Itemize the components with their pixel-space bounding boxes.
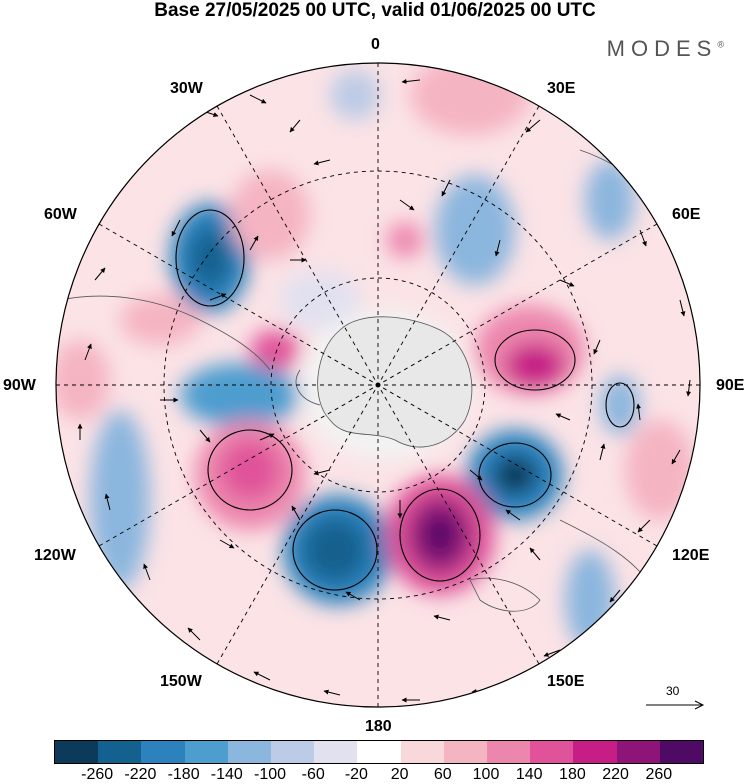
colorbar-bin [530, 741, 574, 763]
colorbar-bin [357, 741, 401, 763]
lon-label-150w: 150W [160, 673, 202, 690]
lon-label-120w: 120W [34, 547, 76, 564]
brand-mark: ® [717, 39, 724, 50]
colorbar-tick-label: 60 [433, 766, 452, 783]
anomaly-low-90w [180, 363, 300, 427]
map-border [55, 62, 701, 708]
colorbar-bin [184, 741, 228, 763]
colorbar-tick-label: 140 [515, 766, 543, 783]
colorbar-tick-label: -140 [210, 766, 243, 783]
colorbar-bin [227, 741, 272, 763]
colorbar-bin [98, 741, 142, 763]
lon-label-30w: 30W [170, 80, 203, 97]
colorbar-bin [659, 741, 704, 763]
colorbar-tick-label: -100 [253, 766, 287, 783]
colorbar-bin [487, 741, 531, 763]
contours [175, 209, 635, 591]
pole-marker [375, 382, 381, 388]
colorbar-tick-label: 20 [390, 766, 409, 783]
colorbar-tick-label: 260 [645, 766, 673, 783]
colorbar-tick-label: 220 [602, 766, 629, 783]
colorbar-tick-label: -180 [167, 766, 200, 783]
lon-label-0: 0 [371, 36, 380, 53]
colorbar-tick-label: -260 [81, 766, 114, 783]
colorbar-tick-label: -220 [124, 766, 157, 783]
colorbar-bin [400, 741, 444, 763]
colorbar-tick-label: -60 [301, 766, 325, 783]
reference-vector-value: 30 [666, 684, 680, 698]
lon-label-30e: 30E [547, 80, 576, 97]
colorbar-bin [616, 741, 660, 763]
lon-label-180: 180 [365, 718, 392, 735]
colorbar-bin [141, 741, 185, 763]
colorbar-tick-label: -20 [344, 766, 368, 783]
colorbar-bin [573, 741, 617, 763]
lon-label-60e: 60E [672, 206, 701, 223]
lon-label-120e: 120E [672, 547, 710, 564]
anomaly-field [56, 63, 700, 707]
colorbar-bin [443, 741, 488, 763]
anomaly-low-110w [90, 410, 150, 590]
colorbar-bin [55, 741, 99, 763]
colorbar-bin [314, 741, 358, 763]
brand-text: MODES [606, 36, 718, 61]
lon-label-90w: 90W [3, 377, 36, 394]
brand-logo: MODES® [607, 36, 724, 62]
lon-label-90e: 90E [716, 377, 745, 394]
colorbar-bin [271, 741, 315, 763]
colorbar-tick-label: 100 [472, 766, 500, 783]
lon-label-60w: 60W [44, 206, 77, 223]
colorbar [54, 740, 704, 764]
lon-label-150e: 150E [547, 673, 585, 690]
anomaly-low-45e [435, 175, 515, 285]
map-title: Base 27/05/2025 00 UTC, valid 01/06/2025… [154, 0, 596, 21]
colorbar-tick-label: 180 [559, 766, 586, 783]
reference-vector-arrow [646, 700, 705, 710]
